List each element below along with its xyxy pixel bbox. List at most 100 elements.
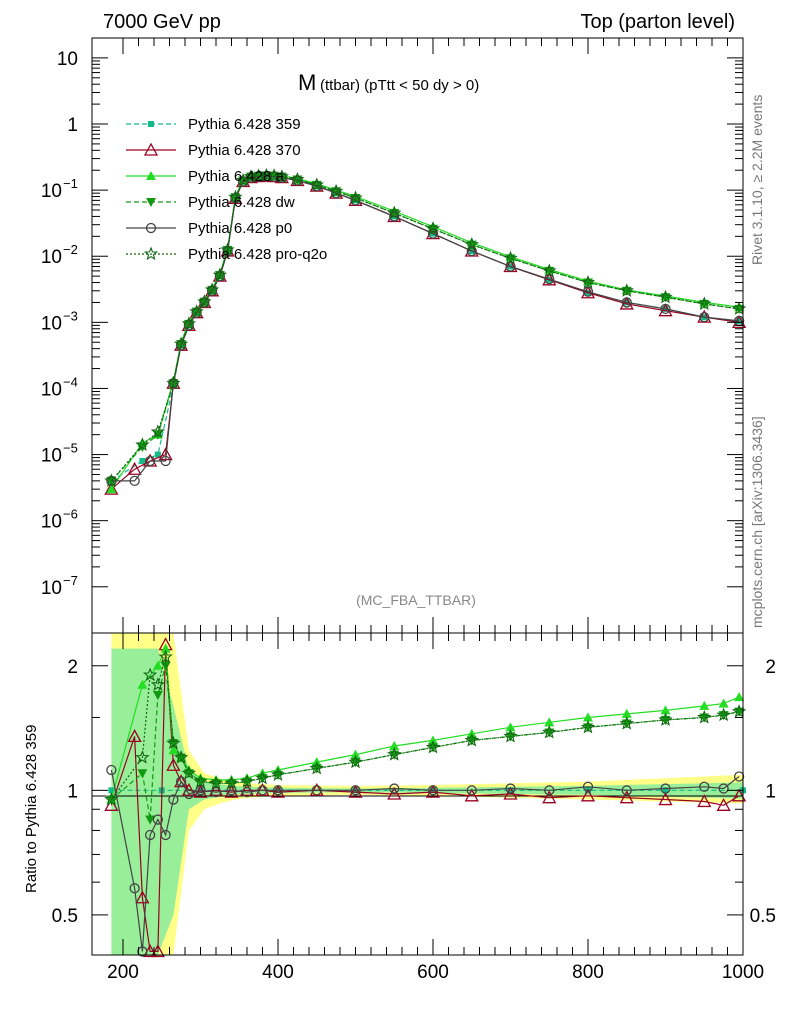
legend-label-pdw: Pythia 6.428 dw bbox=[188, 194, 295, 211]
data-point-pp0 bbox=[160, 829, 171, 841]
data-point-pq2o bbox=[104, 473, 119, 487]
data-point-pa bbox=[544, 717, 555, 727]
data-point-pa bbox=[160, 643, 171, 653]
data-point-p359 bbox=[154, 451, 161, 458]
data-point-pa bbox=[505, 722, 516, 732]
plot-title-main: M bbox=[298, 70, 316, 95]
data-point-pq2o bbox=[425, 739, 441, 754]
data-point-p370 bbox=[580, 788, 596, 802]
data-point-pp0 bbox=[733, 771, 745, 782]
y-tick-label: 10 bbox=[41, 247, 62, 268]
main-series-layer bbox=[104, 167, 747, 495]
data-point-pq2o bbox=[309, 177, 324, 191]
x-tick-label: 800 bbox=[572, 962, 604, 983]
data-point-pq2o bbox=[197, 294, 212, 308]
data-point-pq2o bbox=[697, 296, 712, 311]
legend-marker-pa bbox=[146, 171, 156, 180]
y-tick-exponent: −6 bbox=[63, 507, 78, 522]
y-tick-label: 10 bbox=[57, 49, 78, 70]
data-point-pp0 bbox=[311, 785, 322, 796]
ratio-y-tick-label-right: 2 bbox=[765, 657, 776, 678]
data-point-pq2o bbox=[228, 189, 243, 204]
data-point-pp0 bbox=[191, 307, 202, 318]
data-point-pq2o bbox=[716, 707, 731, 722]
ratio-bands bbox=[111, 633, 743, 955]
data-point-pp0 bbox=[544, 785, 555, 796]
data-point-pq2o bbox=[173, 336, 189, 351]
legend-label-pa: Pythia 6.428 a bbox=[188, 168, 285, 185]
data-point-pa bbox=[106, 484, 117, 494]
ratio-y-tick-label-left: 2 bbox=[67, 657, 78, 678]
data-point-pq2o bbox=[208, 775, 224, 790]
legend-marker-pdw bbox=[146, 198, 156, 207]
data-point-p359 bbox=[139, 457, 146, 464]
data-point-pp0 bbox=[183, 320, 195, 331]
data-point-p359 bbox=[736, 317, 743, 324]
data-point-pq2o bbox=[328, 183, 344, 198]
data-point-p370 bbox=[224, 784, 239, 798]
data-point-pq2o bbox=[697, 710, 712, 724]
data-point-pp0 bbox=[582, 781, 594, 792]
data-point-p370 bbox=[697, 794, 712, 808]
legend-marker-pp0 bbox=[145, 222, 157, 234]
data-point-pp0 bbox=[129, 883, 140, 894]
plot-title-sub: (ttbar) (pTtt < 50 dy > 0) bbox=[320, 77, 479, 94]
main-x-axis bbox=[122, 38, 744, 633]
ratio-x-axis: 200 400 600 800 1000 bbox=[107, 633, 764, 983]
data-point-p370 bbox=[348, 784, 363, 798]
legend-marker-p359 bbox=[148, 121, 154, 127]
data-point-pp0 bbox=[505, 783, 516, 794]
data-point-pp0 bbox=[222, 245, 233, 257]
y-tick-label: 10 bbox=[41, 313, 62, 334]
data-point-pq2o bbox=[290, 172, 305, 186]
data-point-pq2o bbox=[580, 274, 596, 289]
x-tick-label: 200 bbox=[107, 962, 139, 983]
data-point-pp0 bbox=[505, 261, 516, 272]
y-tick-exponent: −5 bbox=[63, 441, 78, 456]
ratio-panel: 0.5 0.5 1 1 2 2 200 400 600 800 1000 Ratio to Pyt… bbox=[23, 632, 776, 983]
data-point-pq2o bbox=[266, 168, 282, 182]
y-tick-exponent: −4 bbox=[63, 374, 78, 389]
legend-marker-p370 bbox=[143, 142, 159, 156]
data-point-p370 bbox=[503, 786, 518, 800]
series-pp0 bbox=[106, 764, 745, 957]
data-point-pa bbox=[137, 679, 148, 689]
y-tick-label: 10 bbox=[41, 512, 62, 533]
data-point-pa bbox=[699, 700, 710, 710]
data-point-pp0 bbox=[257, 785, 268, 796]
data-point-pq2o bbox=[166, 735, 181, 750]
data-point-pq2o bbox=[425, 221, 441, 235]
data-point-pp0 bbox=[272, 785, 284, 796]
data-point-pq2o bbox=[619, 716, 634, 730]
y-tick-label: 10 bbox=[41, 446, 62, 467]
y-tick-label: 10 bbox=[41, 379, 62, 400]
data-point-pq2o bbox=[309, 760, 324, 775]
series-line-pq2o bbox=[110, 656, 740, 800]
data-point-pa bbox=[350, 749, 361, 759]
series-pdw bbox=[106, 171, 745, 486]
data-point-pq2o bbox=[503, 250, 518, 265]
data-point-pp0 bbox=[183, 788, 195, 800]
data-point-pq2o bbox=[204, 282, 220, 296]
data-point-pp0 bbox=[168, 378, 179, 389]
data-point-p370 bbox=[239, 782, 255, 796]
data-point-pa bbox=[660, 705, 671, 715]
data-point-pdw bbox=[137, 769, 148, 779]
data-point-pp0 bbox=[660, 783, 671, 794]
x-tick-label: 1000 bbox=[722, 962, 764, 983]
data-point-pdw bbox=[152, 690, 163, 700]
data-point-p370 bbox=[166, 757, 181, 771]
data-point-pa bbox=[718, 698, 729, 708]
data-point-pq2o bbox=[150, 677, 166, 691]
data-point-pq2o bbox=[193, 774, 208, 788]
data-point-pq2o bbox=[239, 774, 255, 788]
series-pa bbox=[106, 169, 745, 494]
data-point-pdw bbox=[145, 815, 156, 825]
data-point-pp0 bbox=[152, 814, 164, 825]
ratio-y-tick-label-left: 0.5 bbox=[52, 906, 78, 927]
y-tick-exponent: −1 bbox=[63, 176, 78, 191]
header-right: Top (parton level) bbox=[580, 11, 735, 33]
data-point-pp0 bbox=[210, 786, 222, 798]
series-pq2o bbox=[104, 167, 747, 487]
data-point-pp0 bbox=[718, 783, 729, 794]
